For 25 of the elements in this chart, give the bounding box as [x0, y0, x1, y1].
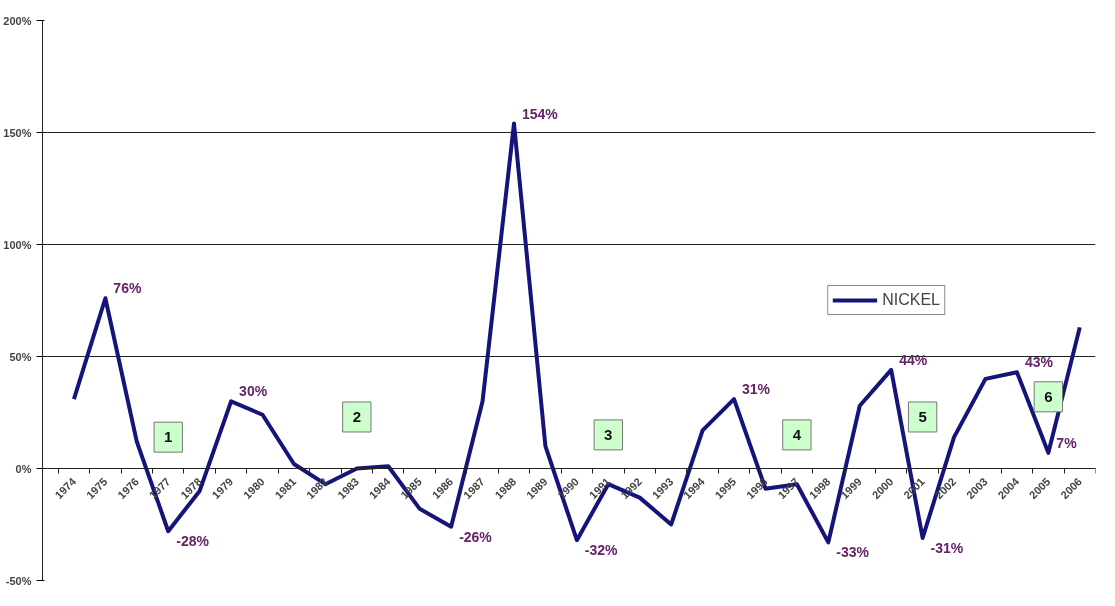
y-tick-label: 0% — [15, 462, 32, 475]
data-label: 154% — [521, 105, 559, 122]
data-label: -28% — [176, 533, 210, 550]
y-tick-label: -50% — [5, 574, 32, 587]
annotation: 1 — [164, 428, 173, 446]
y-tick-label: 200% — [3, 14, 32, 27]
data-label: -26% — [459, 528, 493, 545]
annotation: 4 — [792, 425, 802, 443]
annotation: 6 — [1044, 387, 1053, 405]
data-label: -33% — [836, 544, 870, 561]
annotation: 3 — [604, 425, 613, 443]
data-label: -31% — [930, 539, 964, 556]
data-label: 30% — [239, 383, 268, 400]
data-label: 31% — [742, 381, 771, 398]
data-label: 43% — [1024, 354, 1054, 371]
data-label: 76% — [113, 280, 142, 297]
data-label: 44% — [899, 351, 928, 368]
y-tick-label: 100% — [3, 238, 32, 251]
data-label: -32% — [584, 542, 619, 559]
annotation: 2 — [352, 407, 361, 425]
y-tick-label: 150% — [3, 126, 32, 139]
y-tick-label: 50% — [9, 350, 32, 363]
data-label: 7% — [1056, 434, 1078, 451]
legend-label: NICKEL — [882, 291, 940, 309]
annotation: 5 — [918, 407, 927, 425]
